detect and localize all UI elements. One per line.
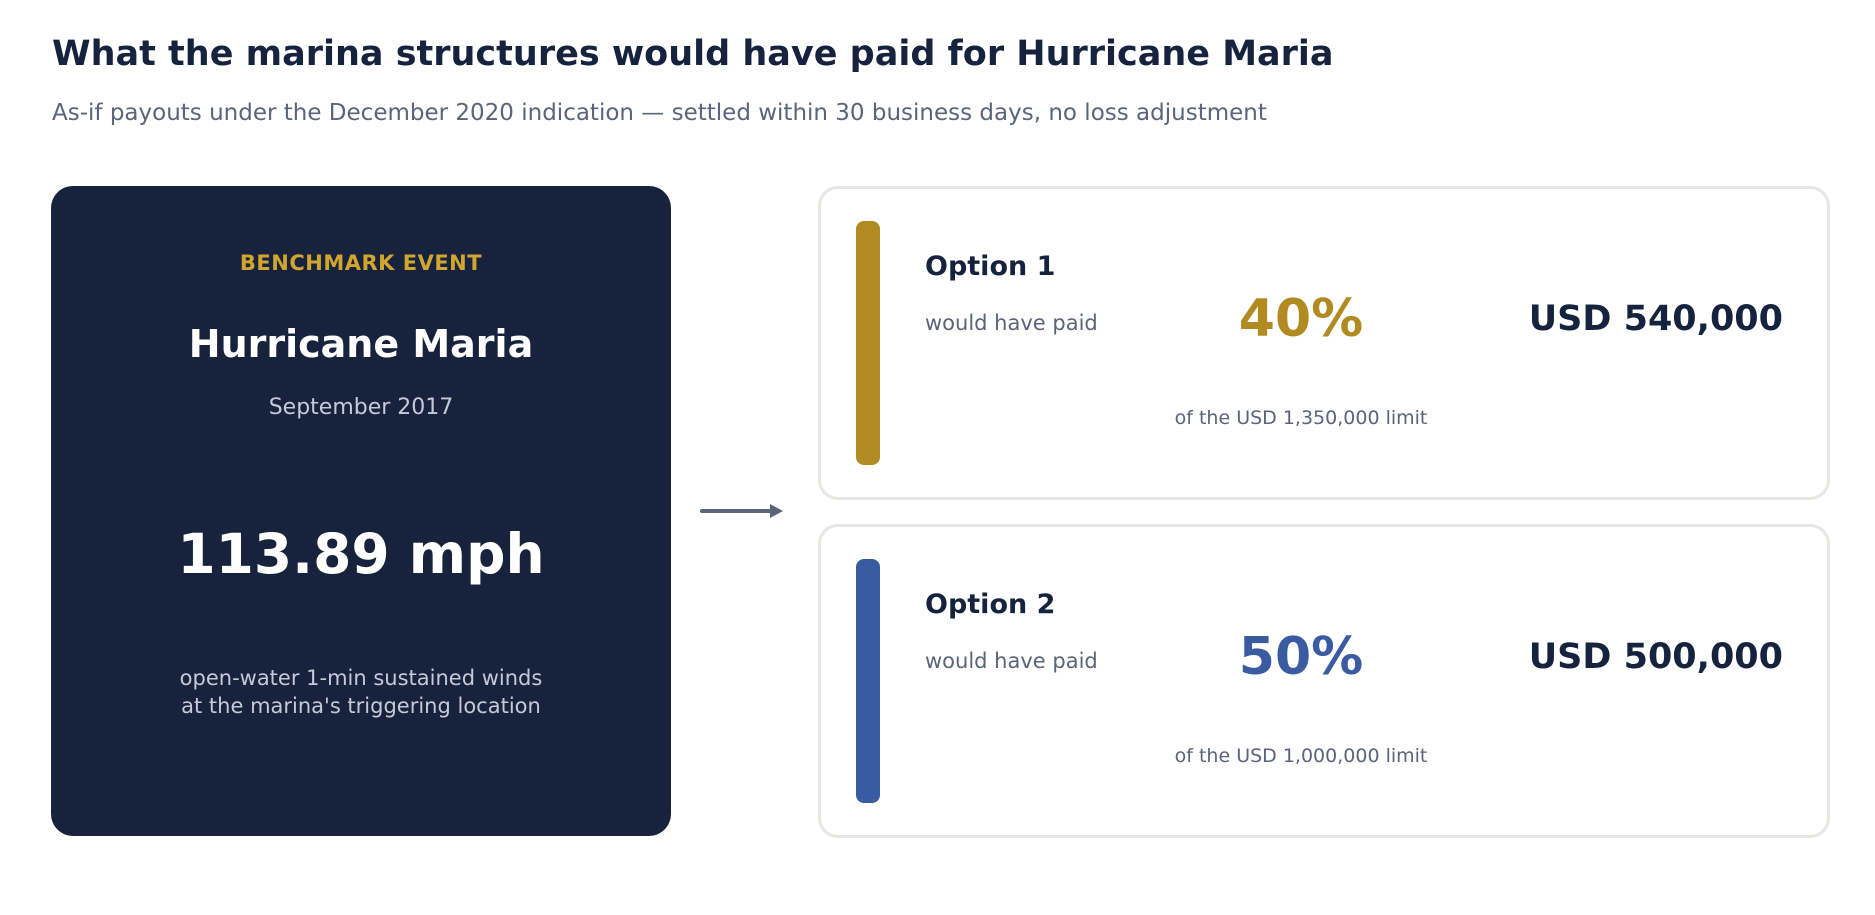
option-2-would-have-paid: would have paid [925, 649, 1098, 673]
option-1-percent: 40% [1238, 289, 1364, 349]
page-subtitle: As-if payouts under the December 2020 in… [52, 100, 1267, 126]
option-2-amount: USD 500,000 [1528, 637, 1783, 677]
option-2-accent-bar [856, 559, 880, 803]
event-wind-speed: 113.89 mph [177, 522, 545, 586]
option-2-name: Option 2 [925, 589, 1056, 620]
event-date: September 2017 [268, 395, 454, 420]
event-description: open-water 1-min sustained winds at the … [51, 664, 671, 720]
event-kicker: BENCHMARK EVENT [239, 251, 483, 275]
event-name: Hurricane Maria [188, 322, 534, 366]
event-description-line2: at the marina's triggering location [181, 694, 541, 718]
option-2-card: Option 2 would have paid 50% of the USD … [818, 524, 1830, 838]
option-1-name: Option 1 [925, 251, 1056, 282]
option-1-card: Option 1 would have paid 40% of the USD … [818, 186, 1830, 500]
option-1-amount: USD 540,000 [1528, 299, 1783, 339]
right-arrow-icon [700, 504, 783, 518]
option-1-accent-bar [856, 221, 880, 465]
option-2-percent: 50% [1238, 627, 1364, 687]
benchmark-event-card [51, 186, 671, 836]
option-1-would-have-paid: would have paid [925, 311, 1098, 335]
option-1-limit: of the USD 1,350,000 limit [1174, 407, 1428, 429]
page-title: What the marina structures would have pa… [52, 34, 1334, 74]
option-2-limit: of the USD 1,000,000 limit [1174, 745, 1428, 767]
event-description-line1: open-water 1-min sustained winds [179, 666, 543, 690]
